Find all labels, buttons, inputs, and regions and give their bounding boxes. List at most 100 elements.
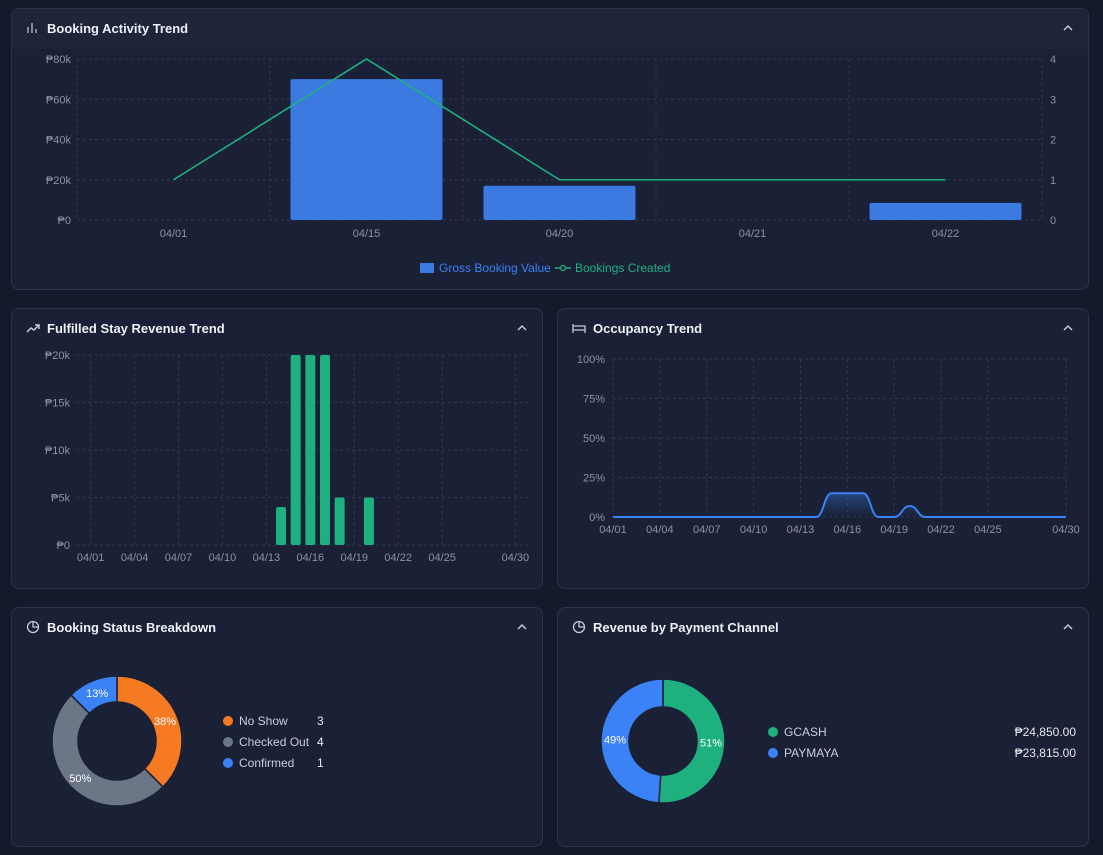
bar-gross-booking-value xyxy=(483,185,636,220)
legend-swatch-line xyxy=(555,264,571,272)
payment-channel-donut: 51% 49% xyxy=(600,678,726,804)
y-tick-label: 0% xyxy=(589,512,605,524)
legend-count: 1 xyxy=(317,756,324,770)
legend-bookings-label: Bookings Created xyxy=(575,261,671,275)
legend-bookings-created[interactable]: Bookings Created xyxy=(555,261,670,275)
y-tick-label: ₱40k xyxy=(46,135,72,147)
y-tick-label: 100% xyxy=(577,354,605,366)
booking-status-donut: 38% 50% 13% xyxy=(51,675,183,807)
x-tick-label: 04/16 xyxy=(297,552,325,564)
y-tick-label: ₱0 xyxy=(57,540,70,552)
booking-activity-card: Booking Activity Trend ₱0 ₱20k ₱40k ₱60k ₱80… xyxy=(11,8,1089,290)
y-tick-label: ₱60k xyxy=(46,94,72,106)
occupancy-chart: 0% 25% 50% 75% 100% 04/01 04/04 04/07 04/10 04/13… xyxy=(577,354,1080,536)
line-bookings-created xyxy=(173,58,946,181)
y2-tick-label: 2 xyxy=(1050,135,1056,147)
chevron-up-icon[interactable] xyxy=(516,621,528,633)
x-tick-label: 04/13 xyxy=(787,524,815,536)
x-tick-label: 04/16 xyxy=(834,524,862,536)
legend-dot xyxy=(223,737,233,747)
booking-activity-chart: ₱0 ₱20k ₱40k ₱60k ₱80k 0 1 2 3 4 04/01 04/15 04/20 04… xyxy=(46,54,1056,240)
legend-dot xyxy=(223,758,233,768)
y2-tick-label: 4 xyxy=(1050,54,1056,66)
x-tick-label: 04/04 xyxy=(646,524,674,536)
occupancy-header: Occupancy Trend xyxy=(558,309,1088,349)
legend-label: Checked Out xyxy=(239,735,310,749)
donut-percent-label: 38% xyxy=(154,716,176,728)
x-tick-label: 04/22 xyxy=(927,524,955,536)
x-tick-label: 04/25 xyxy=(428,552,456,564)
donut-slice xyxy=(116,675,183,789)
payment-channel-card: Revenue by Payment Channel 51% 49% GCASH … xyxy=(557,607,1089,847)
chevron-up-icon[interactable] xyxy=(516,322,528,334)
y2-tick-label: 1 xyxy=(1050,175,1056,187)
legend-count: 3 xyxy=(317,714,324,728)
bar-revenue xyxy=(305,355,316,545)
bar-gross-booking-value xyxy=(290,79,443,220)
legend-amount: ₱23,815.00 xyxy=(1014,746,1076,760)
x-tick-label: 04/13 xyxy=(253,552,281,564)
donut-slice xyxy=(69,675,118,715)
bar-chart-icon xyxy=(27,23,37,33)
legend-checked-out[interactable]: Checked Out 4 xyxy=(223,735,324,749)
trending-up-icon xyxy=(26,324,40,333)
occupancy-card: Occupancy Trend 0% 25% 50% 75% 100% 04/01 04/0… xyxy=(557,308,1089,589)
y-tick-label: 25% xyxy=(583,473,605,485)
y2-tick-label: 0 xyxy=(1050,215,1056,227)
x-tick-label: 04/30 xyxy=(502,552,530,564)
chevron-up-icon[interactable] xyxy=(1062,322,1074,334)
bar-revenue xyxy=(363,497,374,545)
donut-slice xyxy=(51,693,165,807)
y-tick-label: ₱80k xyxy=(46,54,72,66)
fulfilled-revenue-header: Fulfilled Stay Revenue Trend xyxy=(12,309,542,349)
legend-confirmed[interactable]: Confirmed 1 xyxy=(223,756,324,770)
booking-status-title: Booking Status Breakdown xyxy=(47,620,217,635)
payment-channel-header: Revenue by Payment Channel xyxy=(558,608,1088,648)
bar-revenue xyxy=(276,507,287,545)
donut-slice xyxy=(658,678,726,804)
bar-revenue xyxy=(290,355,301,545)
donut-percent-label: 50% xyxy=(69,773,91,785)
legend-count: 4 xyxy=(317,735,324,749)
legend-label: GCASH xyxy=(784,725,827,739)
x-tick-label: 04/15 xyxy=(353,228,381,240)
chevron-up-icon[interactable] xyxy=(1062,621,1074,633)
donut-percent-label: 49% xyxy=(604,734,626,746)
legend-swatch-bar xyxy=(420,263,434,273)
x-tick-label: 04/01 xyxy=(160,228,188,240)
area-occupancy xyxy=(613,493,1066,517)
legend-label: Confirmed xyxy=(239,756,295,770)
fulfilled-revenue-title: Fulfilled Stay Revenue Trend xyxy=(47,321,225,336)
donut-slice xyxy=(600,678,664,804)
x-tick-label: 04/07 xyxy=(693,524,721,536)
legend-dot xyxy=(223,716,233,726)
x-tick-label: 04/30 xyxy=(1052,524,1080,536)
booking-status-header: Booking Status Breakdown xyxy=(12,608,542,648)
legend-gross-booking-value[interactable]: Gross Booking Value xyxy=(420,261,551,275)
legend-gross-label: Gross Booking Value xyxy=(439,261,551,275)
x-tick-label: 04/20 xyxy=(546,228,574,240)
y-tick-label: ₱20k xyxy=(45,350,71,362)
x-tick-label: 04/07 xyxy=(165,552,193,564)
fulfilled-revenue-chart: ₱0 ₱5k ₱10k ₱15k ₱20k 04/01 04/04 04/07 04/10 04/… xyxy=(45,350,530,564)
x-tick-label: 04/19 xyxy=(340,552,368,564)
line-occupancy xyxy=(612,492,1066,518)
x-tick-label: 04/21 xyxy=(739,228,767,240)
x-tick-label: 04/04 xyxy=(121,552,149,564)
donut-percent-label: 13% xyxy=(86,688,108,700)
legend-paymaya[interactable]: PAYMAYA ₱23,815.00 xyxy=(768,746,1076,760)
y-tick-label: ₱0 xyxy=(58,215,71,227)
y-tick-label: ₱10k xyxy=(45,445,71,457)
fulfilled-revenue-card: Fulfilled Stay Revenue Trend ₱0 ₱5k ₱10k ₱1… xyxy=(11,308,543,589)
y-tick-label: ₱20k xyxy=(46,175,72,187)
legend-no-show[interactable]: No Show 3 xyxy=(223,714,324,728)
legend-gcash[interactable]: GCASH ₱24,850.00 xyxy=(768,725,1076,739)
bar-gross-booking-value xyxy=(869,202,1022,220)
legend-amount: ₱24,850.00 xyxy=(1014,725,1076,739)
pie-chart-icon xyxy=(572,620,586,634)
x-tick-label: 04/22 xyxy=(932,228,960,240)
payment-channel-title: Revenue by Payment Channel xyxy=(593,620,779,635)
chevron-up-icon[interactable] xyxy=(1062,22,1074,34)
booking-activity-header: Booking Activity Trend xyxy=(12,9,1088,49)
donut-percent-label: 51% xyxy=(700,738,722,750)
